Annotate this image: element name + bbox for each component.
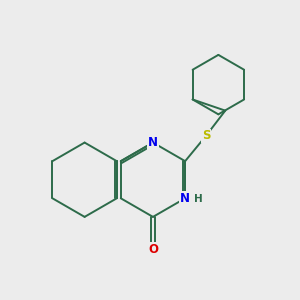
Text: N: N <box>180 192 190 205</box>
Text: N: N <box>148 136 158 149</box>
Text: O: O <box>148 243 158 256</box>
Text: S: S <box>202 129 210 142</box>
Text: H: H <box>194 194 203 204</box>
